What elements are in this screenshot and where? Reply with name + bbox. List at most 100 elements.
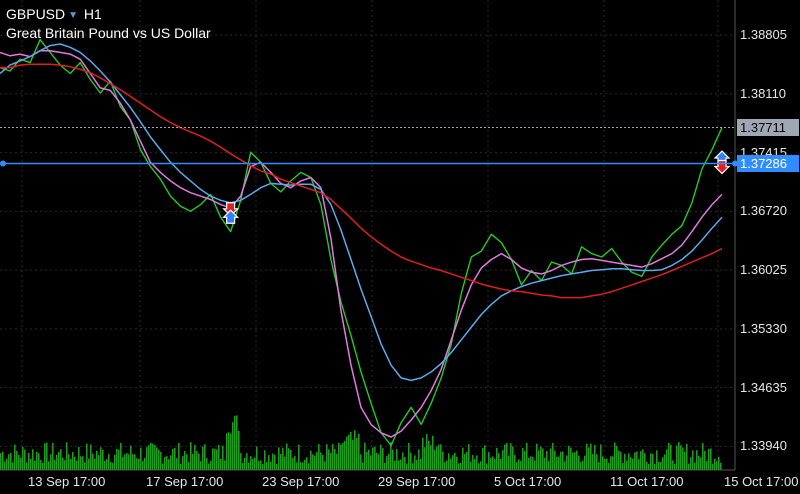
volume-bar [292, 458, 294, 470]
volume-bar [536, 443, 538, 470]
volume-bar [88, 458, 90, 470]
volume-bar [312, 454, 314, 470]
volume-bar [656, 450, 658, 470]
volume-bar [526, 442, 528, 470]
volume-bar [282, 447, 284, 470]
volume-bar [40, 460, 42, 470]
hline-price-tag[interactable]: 1.37286 [737, 154, 799, 172]
volume-bar [38, 453, 40, 470]
volume-bar [502, 450, 504, 470]
volume-bar [430, 445, 432, 470]
volume-bar [478, 463, 480, 470]
volume-bar [272, 453, 274, 470]
volume-bar [276, 463, 278, 470]
volume-bar [220, 458, 222, 470]
volume-bar [62, 457, 64, 470]
volume-bar [344, 441, 346, 470]
volume-bar [426, 434, 428, 470]
sell-arrow-icon[interactable] [222, 202, 240, 217]
symbol-selector[interactable]: GBPUSD [6, 6, 66, 22]
volume-bar [236, 415, 238, 470]
volume-bar [394, 460, 396, 470]
volume-bar [516, 462, 518, 470]
volume-bar [392, 449, 394, 470]
line-handle-right-icon[interactable] [732, 160, 738, 167]
volume-bar [332, 444, 334, 470]
volume-bar [676, 445, 678, 470]
volume-bar [256, 446, 258, 470]
volume-bar [36, 451, 38, 470]
line-handle-left-icon[interactable] [0, 160, 6, 167]
volume-bar [422, 437, 424, 470]
volume-bar [432, 435, 434, 470]
triangle-down-icon[interactable]: ▼ [68, 10, 79, 21]
volume-bar [376, 452, 378, 470]
volume-bar [462, 447, 464, 470]
volume-bar [164, 456, 166, 470]
volume-bar [420, 458, 422, 470]
volume-bar [28, 453, 30, 470]
volume-bar [596, 454, 598, 470]
volume-bar [324, 461, 326, 470]
volume-bar [264, 450, 266, 470]
time-axis-label: 13 Sep 17:00 [28, 474, 106, 489]
volume-bar [384, 462, 386, 470]
volume-bar [632, 458, 634, 470]
volume-bar [218, 444, 220, 470]
volume-bar [552, 442, 554, 470]
volume-bar [626, 460, 628, 470]
volume-bar [628, 453, 630, 470]
volume-bar [572, 452, 574, 470]
volume-bar [562, 451, 564, 470]
price-axis-label: 1.36720 [740, 203, 787, 219]
volume-bar [278, 447, 280, 470]
volume-bar [576, 450, 578, 470]
volume-bar [280, 454, 282, 470]
volume-bar [252, 458, 254, 470]
volume-bar [232, 422, 234, 470]
volume-bar [104, 461, 106, 470]
volume-bar [82, 456, 84, 470]
volume-bar [662, 457, 664, 470]
volume-bar [458, 463, 460, 470]
volume-bar [424, 447, 426, 470]
time-axis-label: 15 Oct 17:00 [724, 474, 799, 489]
volume-bar [86, 443, 88, 470]
volume-bar [454, 452, 456, 470]
volume-bar [334, 449, 336, 470]
volume-bar [10, 452, 12, 470]
volume-bar [80, 456, 82, 470]
volume-bar [154, 445, 156, 470]
volume-bar [84, 462, 86, 470]
volume-bar [2, 451, 4, 470]
volume-bar [716, 461, 718, 470]
volume-bar [484, 445, 486, 470]
volume-bar [212, 448, 214, 470]
volume-bar [178, 442, 180, 470]
volume-bar [208, 463, 210, 470]
volume-bar [58, 451, 60, 470]
volume-bar [230, 433, 232, 470]
volume-bar [258, 460, 260, 470]
volume-bar [644, 453, 646, 470]
volume-bar [702, 443, 704, 470]
volume-bar [286, 443, 288, 470]
volume-bar [600, 444, 602, 470]
volume-bar [158, 449, 160, 470]
volume-bar [670, 444, 672, 470]
volume-bar [160, 451, 162, 470]
volume-bar [672, 460, 674, 470]
volume-bar [54, 459, 56, 470]
volume-bar [130, 445, 132, 470]
volume-bar [692, 450, 694, 470]
volume-bar [406, 463, 408, 470]
volume-bar [434, 450, 436, 470]
price-axis-label: 1.36025 [740, 262, 787, 278]
timeframe-label[interactable]: H1 [83, 6, 102, 22]
volume-bar [616, 446, 618, 470]
buy-arrow-icon[interactable] [222, 209, 240, 224]
volume-bar [12, 462, 14, 470]
grid [0, 0, 735, 470]
volume-bar [410, 452, 412, 470]
